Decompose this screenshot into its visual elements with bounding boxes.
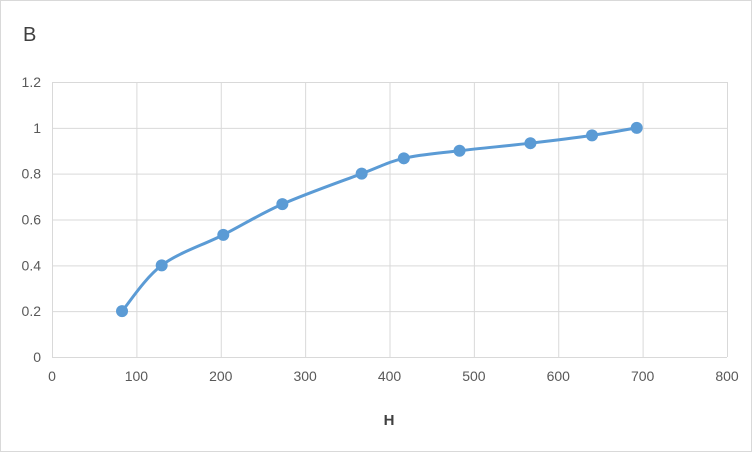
data-point-5 [397,152,410,165]
y-tick-label-5: 1 [33,120,41,136]
y-axis-title: B [23,24,36,46]
data-point-7 [524,137,537,150]
x-tick-label-400: 400 [378,368,402,384]
series-line [120,126,639,313]
y-tick-label-0: 0 [33,349,41,365]
x-tick-labels: 0 100 200 300 400 500 600 700 800 [48,368,739,384]
data-point-2 [217,228,230,241]
data-point-0 [116,305,129,318]
x-axis-title: H [384,412,395,429]
data-point-4 [355,167,368,180]
x-tick-label-100: 100 [125,368,149,384]
x-tick-label-600: 600 [547,368,571,384]
x-tick-label-500: 500 [462,368,486,384]
x-tick-label-0: 0 [48,368,56,384]
data-point-8 [586,129,598,142]
data-point-9 [630,121,643,134]
x-tick-label-800: 800 [715,368,739,384]
y-tick-label-6: 1.2 [22,74,42,90]
y-tick-labels: 0 0.2 0.4 0.6 0.8 1 1.2 [22,74,42,365]
y-tick-label-3: 0.6 [22,212,42,228]
data-point-3 [276,198,289,211]
x-tick-label-700: 700 [631,368,655,384]
y-tick-label-1: 0.2 [22,303,42,319]
y-tick-label-2: 0.4 [22,257,42,273]
data-points [116,121,643,318]
x-tick-label-300: 300 [293,368,317,384]
data-point-1 [155,259,168,272]
y-tick-label-4: 0.8 [22,166,42,182]
data-point-6 [453,144,466,157]
x-tick-label-200: 200 [209,368,233,384]
